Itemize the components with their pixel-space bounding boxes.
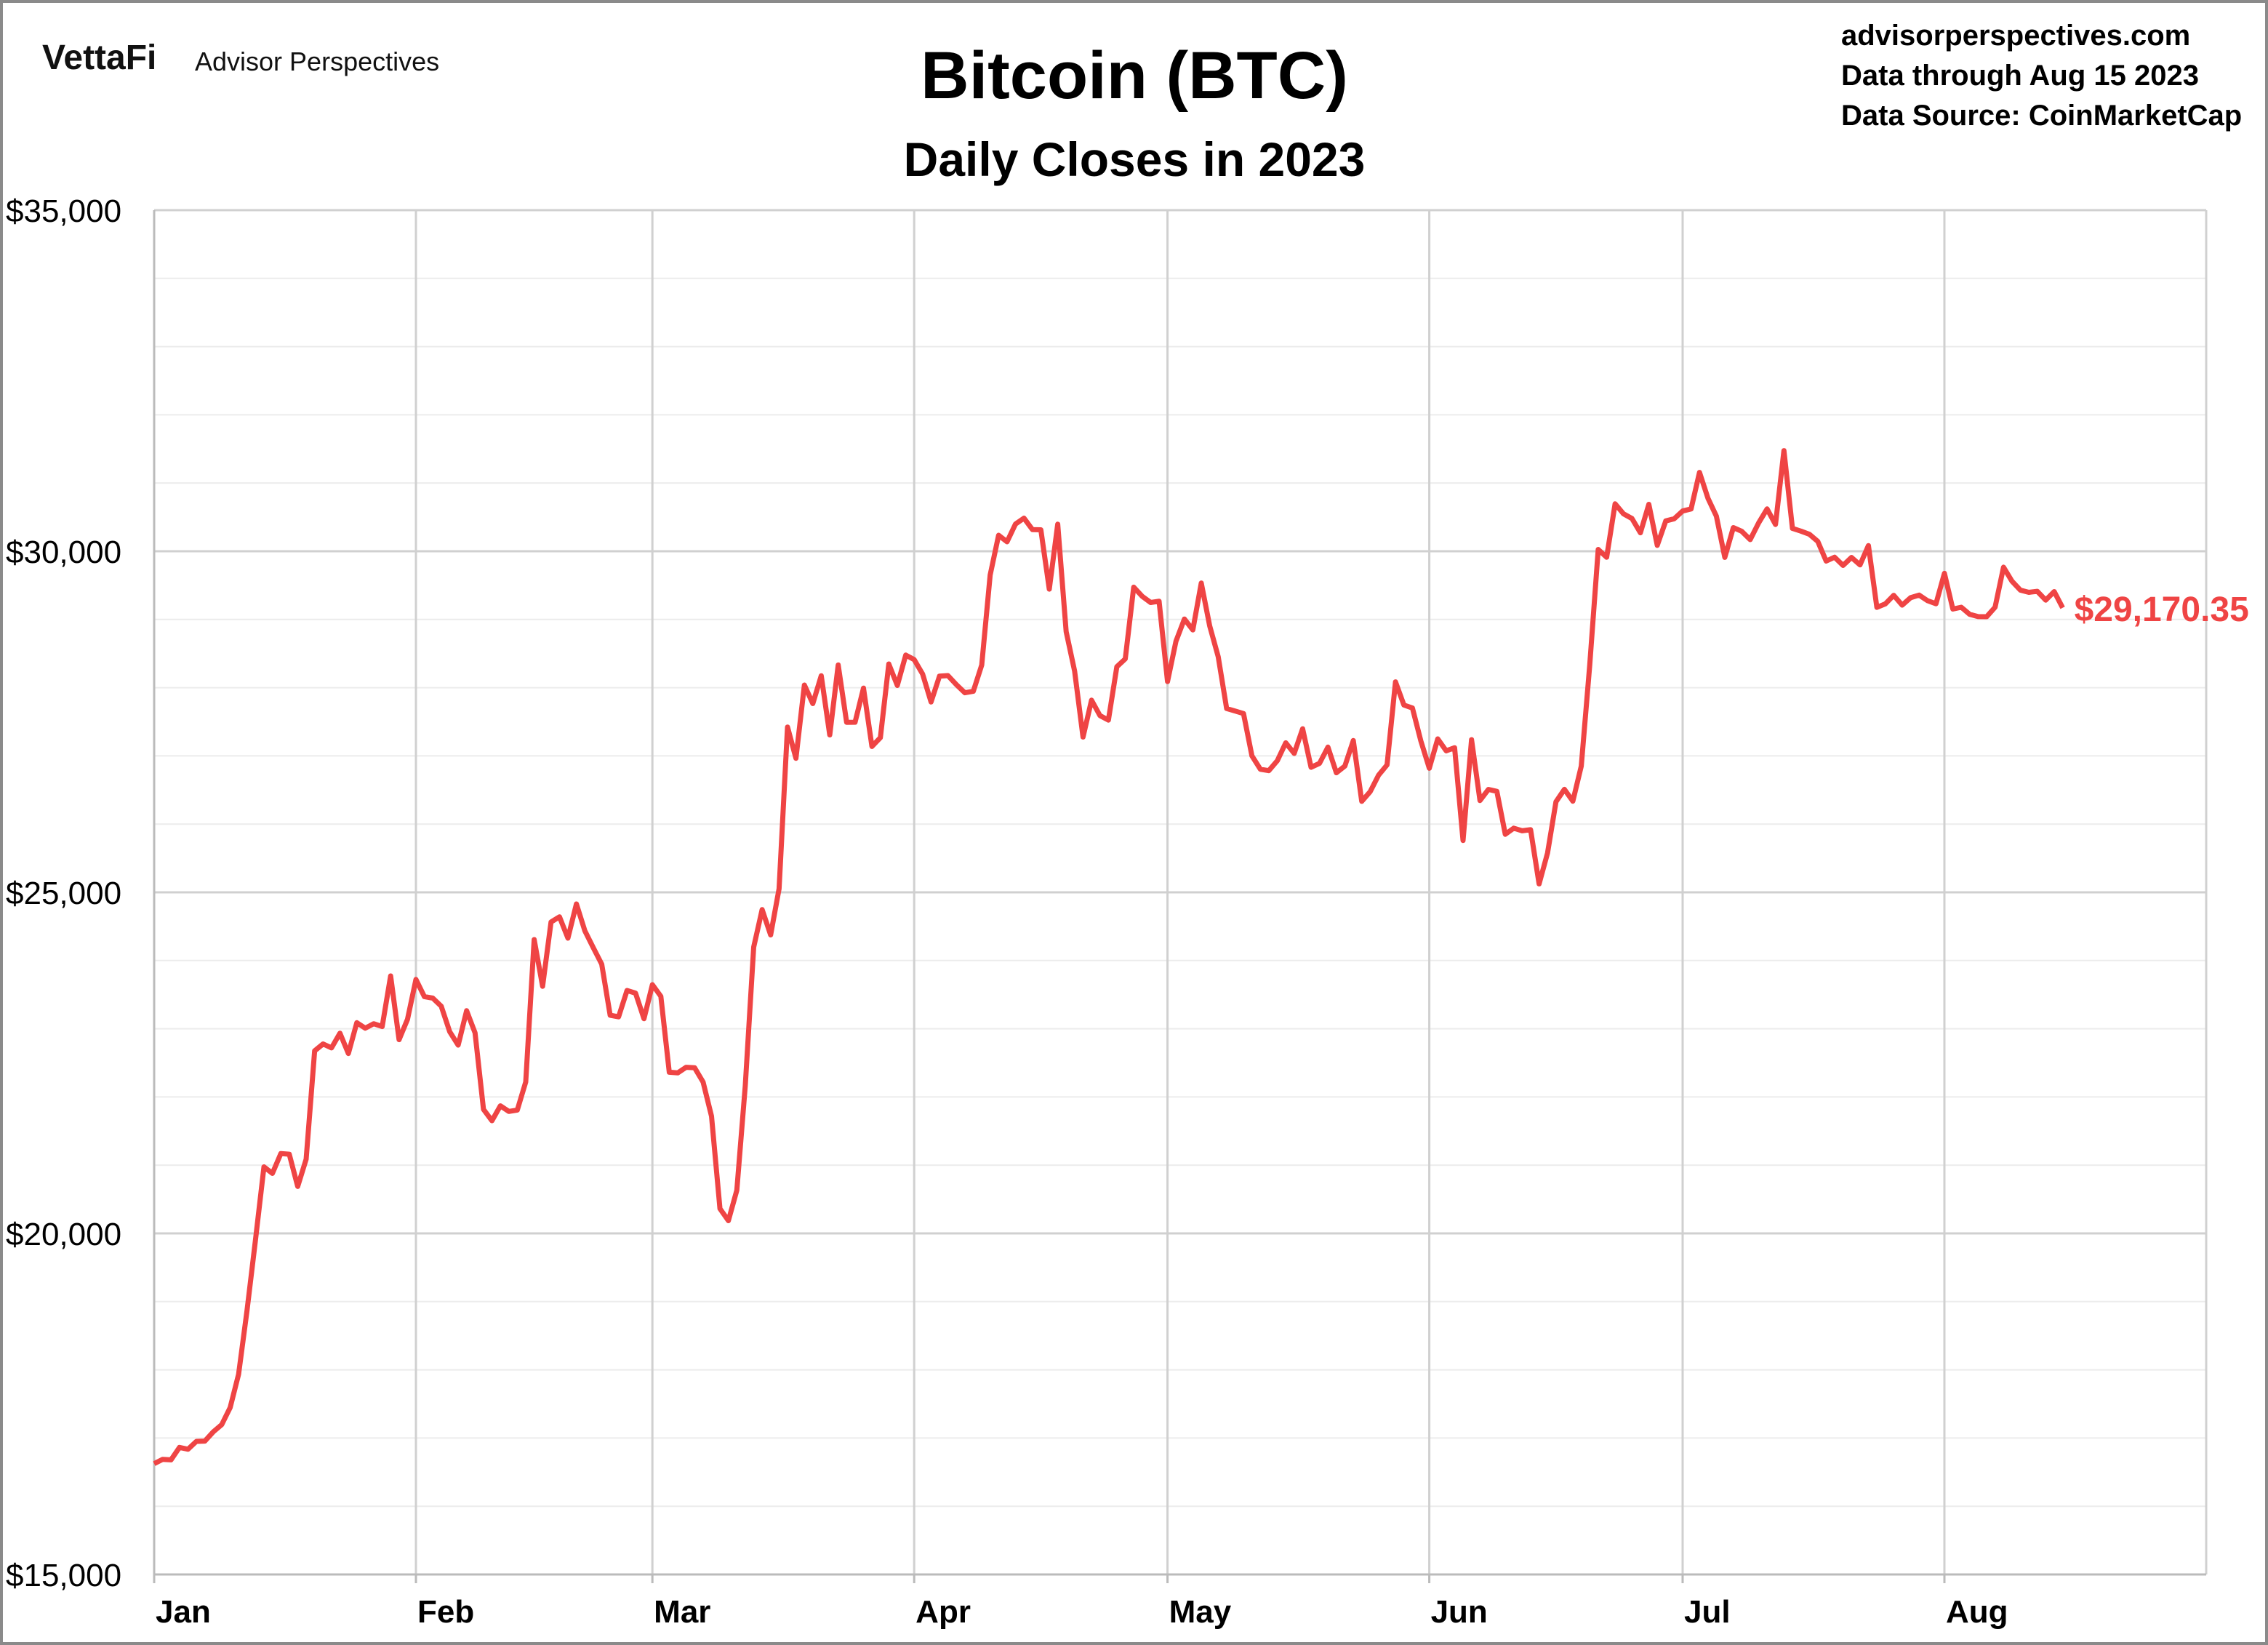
x-tick-label: Jul (1684, 1594, 1731, 1630)
x-tick-label: Apr (915, 1594, 971, 1630)
x-tick-label: Jan (156, 1594, 211, 1630)
y-tick-label: $15,000 (6, 1558, 121, 1593)
y-tick-label: $30,000 (6, 535, 121, 570)
y-tick-label: $25,000 (6, 876, 121, 911)
chart-subtitle: Daily Closes in 2023 (904, 132, 1366, 186)
data-source-note: Data Source: CoinMarketCap (1841, 100, 2242, 132)
data-through-note: Data through Aug 15 2023 (1841, 60, 2199, 92)
y-tick-label: $35,000 (6, 193, 121, 229)
site-url: advisorperspectives.com (1841, 20, 2190, 52)
grid (153, 209, 2208, 1576)
x-tick-label: Feb (417, 1594, 474, 1630)
x-tick-label: Mar (654, 1594, 710, 1630)
brand-name: Advisor Perspectives (195, 47, 439, 76)
x-tick-label: Aug (1946, 1594, 2008, 1630)
chart-title: Bitcoin (BTC) (921, 39, 1348, 113)
x-tick-label: May (1169, 1594, 1232, 1630)
logo-text: VettaFi (42, 39, 156, 77)
vettafi-logo: VettaFi Advisor Perspectives (42, 39, 439, 77)
btc-price-line (153, 448, 2065, 1466)
axes: $15,000 $20,000 $25,000 $30,000 $35,000 Jan Fe… (6, 193, 2206, 1630)
x-tick-label: Jun (1431, 1594, 1488, 1630)
y-tick-label: $20,000 (6, 1217, 121, 1252)
last-value-label: $29,170.35 (2075, 591, 2249, 629)
